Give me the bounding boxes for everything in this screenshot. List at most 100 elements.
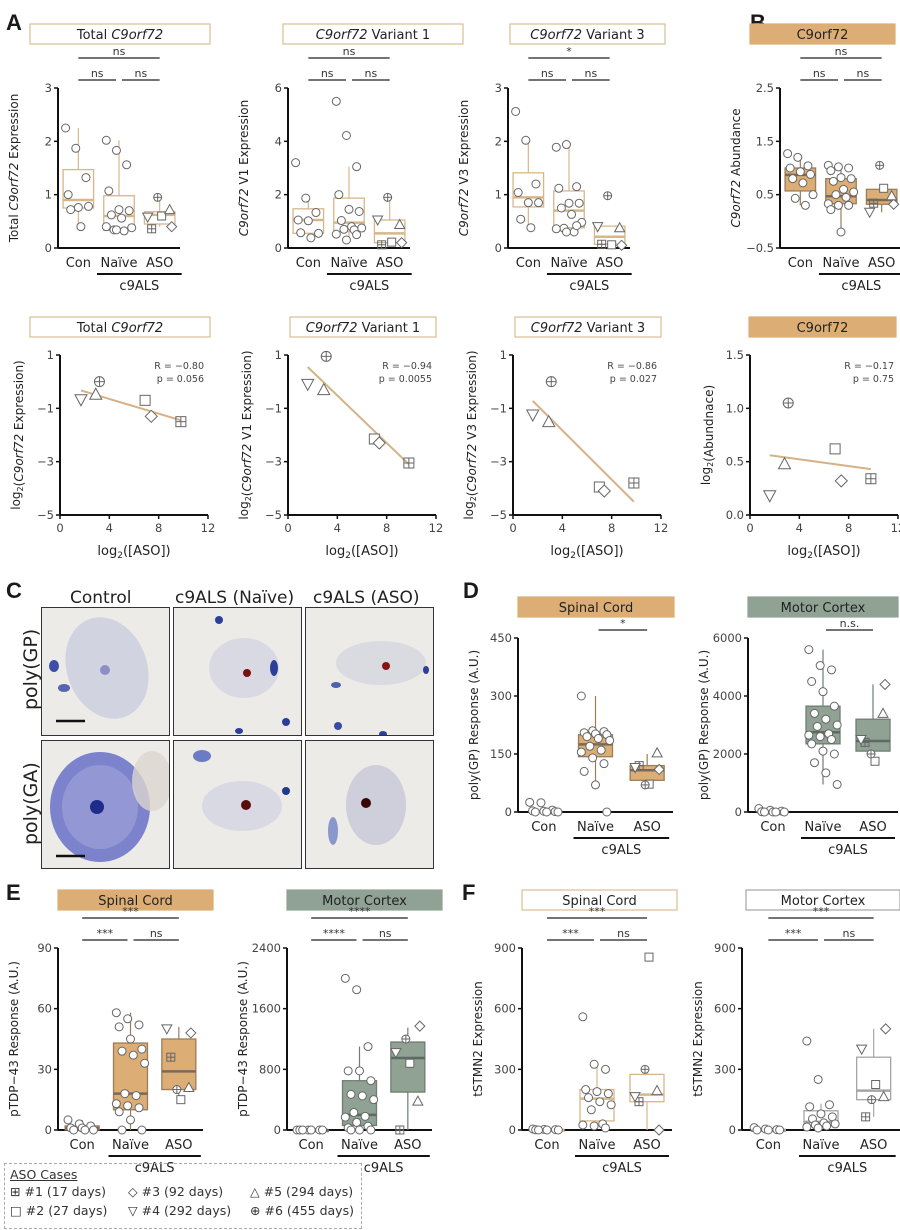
panel-title-box xyxy=(286,889,443,911)
x-tick-label: 0 xyxy=(56,521,63,535)
label-part: Total xyxy=(7,210,21,243)
panel-title-box xyxy=(745,889,900,911)
x-category-label: ASO xyxy=(868,256,895,271)
label-part: tSTMN2 Expression xyxy=(471,981,485,1097)
data-point xyxy=(536,798,546,808)
y-axis-label: log2(C9orf72 Expression) xyxy=(9,360,26,510)
legend-label: #2 (27 days) xyxy=(25,1203,108,1218)
stat-r-label: R = −0.86 xyxy=(607,361,657,372)
y-tick-label: 1 xyxy=(45,188,52,202)
data-point xyxy=(831,190,841,200)
significance-label: * xyxy=(620,617,626,630)
data-point xyxy=(126,1115,135,1125)
chart-F1: Spinal Cord 0 300 600 900 tSTMN2 Expression Co… xyxy=(471,889,678,1176)
data-point xyxy=(101,135,111,145)
title-part: C9orf72 xyxy=(306,321,358,336)
y-tick-label: −3 xyxy=(37,455,54,469)
diamond-marker xyxy=(414,1020,426,1032)
data-point xyxy=(576,747,586,757)
data-point xyxy=(293,215,303,225)
data-point xyxy=(134,1020,144,1030)
y-tick-label: 1600 xyxy=(252,1002,281,1016)
y-tick-label: 1.5 xyxy=(726,348,744,362)
legend-title: ASO Cases xyxy=(10,1167,78,1182)
data-point xyxy=(833,200,843,210)
data-point xyxy=(73,202,83,212)
data-point xyxy=(589,1059,599,1069)
data-point xyxy=(301,193,311,203)
micrograph-aso-polyga xyxy=(305,740,434,869)
x-tick-label: 4 xyxy=(334,521,341,535)
data-point xyxy=(832,720,842,730)
panel-letter-e: E xyxy=(6,880,21,905)
x-category-label: ASO xyxy=(633,1138,660,1153)
y-tick-label: 450 xyxy=(490,631,512,645)
data-point xyxy=(346,1125,356,1135)
log-part: log xyxy=(550,544,570,559)
panel-title-text: Spinal Cord xyxy=(98,894,172,909)
data-point xyxy=(291,158,301,168)
data-point xyxy=(606,1100,616,1110)
triangle-up-icon: △ xyxy=(250,1184,260,1199)
y-tick-label: 2.5 xyxy=(756,81,774,95)
data-point xyxy=(807,677,817,686)
y-axis-label: tSTMN2 Expression xyxy=(691,981,705,1097)
c9als-label: c9ALS xyxy=(119,279,159,294)
box-iqr xyxy=(553,190,585,229)
square-marker xyxy=(157,211,167,221)
x-category-label: Con xyxy=(66,256,91,271)
triangle-up-marker xyxy=(877,1090,890,1102)
panel-title-text: C9orf72 Variant 3 xyxy=(530,28,644,43)
square-marker xyxy=(607,240,617,250)
y-tick-label: 6 xyxy=(275,81,282,95)
y-tick-label: 1 xyxy=(47,348,54,362)
significance-label: *** xyxy=(97,927,114,940)
y-tick-label: 0.5 xyxy=(756,188,774,202)
data-point xyxy=(601,1064,610,1074)
label-part: Expression) xyxy=(12,360,26,434)
micro-col-aso: c9ALS (ASO) xyxy=(313,588,420,608)
subscript-2: 2 xyxy=(16,486,25,491)
y-tick-label: 900 xyxy=(714,941,736,955)
triangle-up-marker xyxy=(613,221,626,233)
y-tick-label: −5 xyxy=(265,508,282,522)
significance-label: ns xyxy=(835,45,848,58)
triangle-down-marker xyxy=(762,490,777,503)
label-part: Expression xyxy=(7,94,21,163)
stat-p-label: p = 0.0055 xyxy=(379,374,432,385)
data-point xyxy=(785,163,795,173)
data-point xyxy=(829,749,839,759)
data-point xyxy=(101,222,111,232)
x-category-label: Con xyxy=(788,256,813,271)
significance-label: ns xyxy=(584,67,597,80)
x-category-label: ASO xyxy=(165,1138,192,1153)
data-point xyxy=(104,186,114,196)
y-tick-label: −1 xyxy=(490,401,507,415)
data-point xyxy=(111,225,121,235)
x-category-label: Con xyxy=(299,1138,324,1153)
y-axis-label: Total C9orf72 Expression xyxy=(7,94,21,244)
data-point xyxy=(836,173,846,183)
y-tick-label: 3 xyxy=(495,81,502,95)
data-point xyxy=(111,1008,121,1018)
label-part: C9orf72 xyxy=(7,163,21,211)
y-tick-label: 1.5 xyxy=(756,134,774,148)
data-point xyxy=(588,753,598,763)
data-point xyxy=(591,780,600,790)
legend-label: #5 (294 days) xyxy=(263,1184,354,1199)
grid-square-icon: ⊞ xyxy=(10,1184,21,1199)
micro-col-control: Control xyxy=(70,588,132,608)
diamond-marker xyxy=(887,198,900,210)
y-tick-label: −3 xyxy=(265,455,282,469)
x-axis-label: log2([ASO]) xyxy=(325,544,398,561)
data-point xyxy=(572,221,582,231)
label-part: ( xyxy=(240,492,254,497)
data-point xyxy=(363,1042,373,1052)
title-part: Total xyxy=(76,321,112,336)
x-tick-label: 4 xyxy=(106,521,113,535)
data-point xyxy=(771,807,781,817)
panel-title-text: C9orf72 Variant 1 xyxy=(306,321,420,336)
data-point xyxy=(802,1036,812,1046)
x-category-label: Naïve xyxy=(803,1138,840,1153)
log-part: log xyxy=(9,491,23,509)
